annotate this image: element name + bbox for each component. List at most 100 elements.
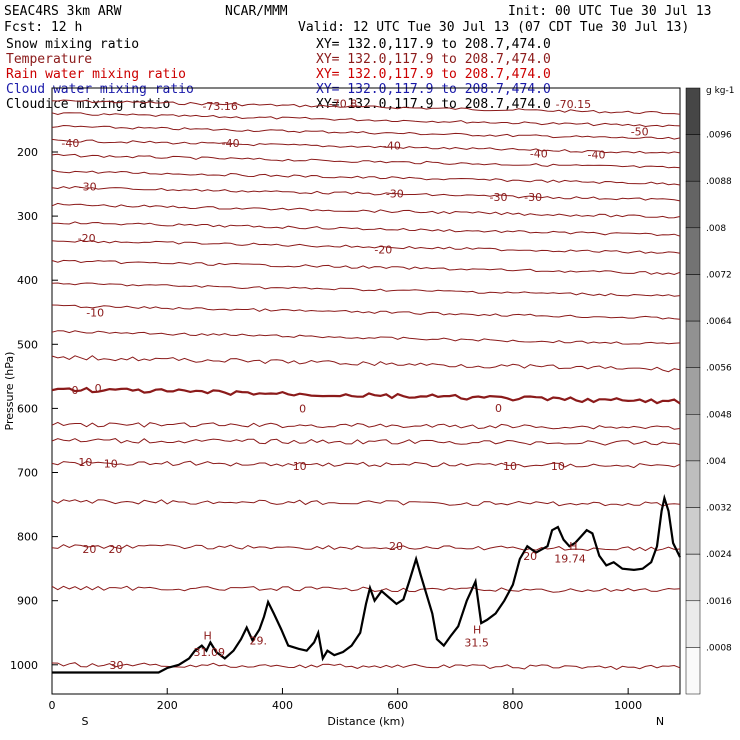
x-tick-label: 800 [502,699,523,712]
contour-label: -40 [383,140,401,153]
colorbar-tick-label: .004 [706,457,726,467]
x-tick-label: 1000 [614,699,642,712]
contour-label: 19.74 [554,552,586,565]
isotherm-line [51,169,681,186]
colorbar-swatch [685,414,701,462]
isotherm-line [51,355,681,373]
x-axis-title: Distance (km) [327,715,404,728]
contour-label: -70.15 [556,98,591,111]
isotherm-line [51,185,681,202]
isotherm-line [51,330,681,345]
isotherm-line [51,585,681,593]
x-axis-end-label: N [656,715,664,728]
contour-label: 30 [110,659,124,672]
contour-label: 20 [82,543,96,556]
legend-rain-xy: XY= 132.0,117.9 to 208.7,474.0 [316,67,551,82]
isotherm-lines [51,99,681,670]
x-tick-label: 0 [49,699,56,712]
contour-label: 0 [72,384,79,397]
isotherm-line [51,99,681,115]
colorbar-tick-label: .008 [706,224,726,234]
y-tick-label: 800 [17,531,38,544]
contour-label: -40 [222,137,240,150]
contour-label: -30 [524,191,542,204]
terrain-line [52,493,681,674]
contour-label: 10 [503,460,517,473]
y-tick-label: 900 [17,595,38,608]
isotherm-line [51,202,681,219]
x-axis: 0 200 400 600 800 1000 [49,688,642,712]
contour-label: 20 [523,550,537,563]
x-tick-label: 600 [387,699,408,712]
isotherm-line [51,112,681,128]
contour-label: 10 [78,456,92,469]
y-tick-label: 500 [17,338,38,351]
contour-label: 0 [299,402,306,415]
terrain-outline [52,493,681,674]
y-tick-label: 200 [17,146,38,159]
isotherm-line [51,544,681,552]
colorbar-swatch [685,87,701,135]
y-axis-title: Pressure (hPa) [3,352,16,431]
legend-cloud-water-xy: XY= 132.0,117.9 to 208.7,474.0 [316,82,551,97]
colorbar-swatch [685,274,701,322]
contour-labels: -73.16 -70.8 -70.15 -50 -40 -40 -40 -40 -40 -30 -3… [61,97,649,672]
colorbar-swatch [685,320,701,368]
colorbar-tick-label: .0048 [706,410,732,420]
isotherm-line [51,239,681,254]
valid-time: Valid: 12 UTC Tue 30 Jul 13 (07 CDT Tue … [298,20,689,35]
legend-cloudice-label: Cloudice mixing ratio [6,97,170,112]
isotherm-line [51,460,681,469]
isotherm-line [51,386,681,405]
isotherm-line [51,153,681,169]
colorbar-tick-label: .0064 [706,317,732,327]
colorbar-tick-label: .0032 [706,504,732,514]
contour-label: 20 [108,543,122,556]
isotherm-line [51,138,681,154]
contour-label: 20 [389,540,403,553]
colorbar-swatch [685,180,701,229]
contour-label: -30 [490,191,508,204]
colorbar-swatch [685,460,701,508]
isotherm-line [51,499,681,507]
legend-snow-xy: XY= 132.0,117.9 to 208.7,474.0 [316,37,551,52]
contour-label: H [569,540,577,553]
legend-cloudice-xy: XY= 132.0,117.9 to 208.7,474.0 [316,97,551,112]
plot-frame [51,87,681,695]
model-title: SEAC4RS 3km ARW [4,4,122,19]
contour-label: 0 [95,382,102,395]
center-title: NCAR/MMM [225,4,288,19]
y-tick-label: 700 [17,467,38,480]
legend: Snow mixing ratio XY= 132.0,117.9 to 208… [6,37,551,112]
contour-label: -50 [631,126,649,139]
y-tick-label: 1000 [10,659,38,672]
legend-rain-label: Rain water mixing ratio [6,67,186,82]
contour-label: 0 [495,402,502,415]
y-tick-label: 300 [17,210,38,223]
isotherm-line [51,259,681,276]
colorbar-tick-label: .0096 [706,131,732,141]
y-tick-label: 600 [17,402,38,415]
isotherm-line [51,304,681,320]
colorbar-swatch [685,553,701,602]
contour-label: -40 [588,149,606,162]
contour-label: -30 [79,181,97,194]
colorbar-swatch [685,227,701,275]
y-axis: 200 300 400 500 600 700 800 900 1000 [10,146,58,672]
forecast-hour: Fcst: 12 h [4,20,82,35]
contour-label: -20 [78,232,96,245]
colorbar: .0008 .0016 .0024 .0032 .004 .0048 .0056 .0064.… [685,87,732,695]
contour-label: 10 [293,460,307,473]
legend-snow-label: Snow mixing ratio [6,37,139,52]
isotherm-line [51,282,681,297]
colorbar-tick-label: .0016 [706,597,732,607]
colorbar-tick-label: .0024 [706,550,732,560]
contour-label: -30 [386,188,404,201]
colorbar-unit: g kg-1 [706,86,734,96]
contour-label: 10 [551,460,565,473]
isotherm-line [51,421,681,430]
colorbar-swatch [685,647,701,695]
x-axis-start-label: S [82,715,89,728]
contour-label: H [203,629,211,642]
